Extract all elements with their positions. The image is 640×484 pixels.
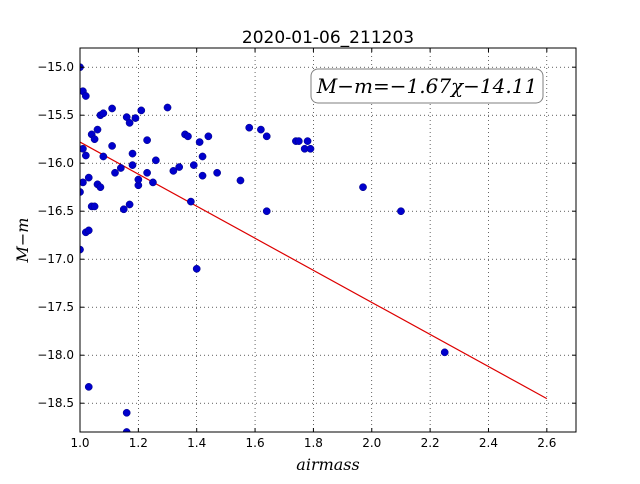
data-point (169, 167, 178, 175)
annotation-box (310, 68, 544, 104)
data-point (134, 175, 143, 184)
data-point (93, 125, 102, 134)
x-tick-label: 1.6 (246, 436, 265, 450)
data-point (90, 135, 99, 144)
data-point (99, 109, 108, 118)
fit-line-group (79, 141, 548, 400)
chart-title: 2020-01-06_211203 (242, 28, 414, 48)
data-point (84, 226, 93, 235)
fit-line (79, 141, 548, 400)
data-point (128, 161, 137, 169)
data-point (198, 171, 207, 180)
axis-ticks: 1.0 1.2 1.4 1.6 1.8 2.0 2.2 2.4 2.6 −15.0 −15.5 −16… (37, 48, 576, 450)
data-point (108, 104, 116, 113)
y-tick-label: −17.5 (37, 300, 74, 314)
data-point (163, 103, 172, 112)
data-point (131, 114, 140, 122)
data-point (81, 92, 90, 100)
data-point (245, 123, 254, 132)
data-point (149, 178, 157, 187)
data-point (359, 183, 367, 192)
data-point (84, 173, 93, 182)
data-point (80, 178, 87, 187)
data-point (80, 144, 87, 153)
data-point (122, 408, 131, 417)
data-point (96, 183, 105, 192)
data-point (294, 137, 303, 145)
data-point (119, 205, 128, 214)
x-tick-label: 1.4 (187, 436, 206, 450)
data-point (125, 200, 134, 209)
data-point (306, 144, 315, 153)
plot-frame (79, 47, 577, 433)
y-tick-label: −17.0 (37, 252, 74, 266)
data-point (143, 168, 151, 177)
data-point (198, 152, 207, 161)
y-tick-label: −16.0 (37, 156, 74, 170)
data-points (80, 63, 449, 432)
grid (79, 48, 576, 432)
data-point (397, 207, 405, 216)
data-point (90, 202, 99, 211)
data-point (189, 161, 198, 169)
equation-annotation: M−m=−1.67χ−14.11 (310, 68, 544, 104)
data-point (204, 132, 213, 141)
x-tick-label: 1.8 (304, 436, 323, 450)
data-point (84, 383, 93, 391)
data-point (143, 136, 151, 145)
data-point (175, 163, 184, 171)
data-point (262, 132, 271, 141)
data-point (125, 119, 134, 127)
data-point (184, 132, 192, 141)
data-point (81, 151, 90, 160)
data-point (257, 125, 265, 134)
x-tick-label: 2.2 (421, 436, 440, 450)
y-axis-label: M−m (13, 218, 32, 264)
data-point (128, 149, 137, 158)
data-point (192, 264, 201, 273)
y-tick-label: −18.0 (37, 348, 74, 362)
data-point (213, 168, 221, 177)
data-point (440, 348, 449, 357)
y-tick-label: −15.0 (37, 60, 74, 74)
data-point (236, 176, 245, 185)
data-point (111, 168, 119, 177)
data-point (108, 142, 116, 150)
data-point (152, 156, 160, 165)
annotation-text: M−m=−1.67χ−14.11 (316, 74, 537, 98)
x-tick-label: 1.0 (70, 436, 89, 450)
data-point (195, 138, 204, 146)
data-point (303, 137, 312, 145)
y-tick-label: −15.5 (37, 108, 74, 122)
data-point (99, 152, 108, 161)
x-tick-label: 2.6 (537, 436, 556, 450)
x-tick-label: 1.2 (129, 436, 148, 450)
y-tick-label: −18.5 (37, 396, 74, 410)
data-point (137, 106, 146, 115)
data-point (187, 197, 195, 206)
x-axis-label: airmass (296, 455, 359, 474)
data-point (262, 207, 271, 216)
data-point (116, 164, 125, 172)
x-tick-label: 2.4 (479, 436, 498, 450)
x-tick-label: 2.0 (362, 436, 381, 450)
y-tick-label: −16.5 (37, 204, 74, 218)
